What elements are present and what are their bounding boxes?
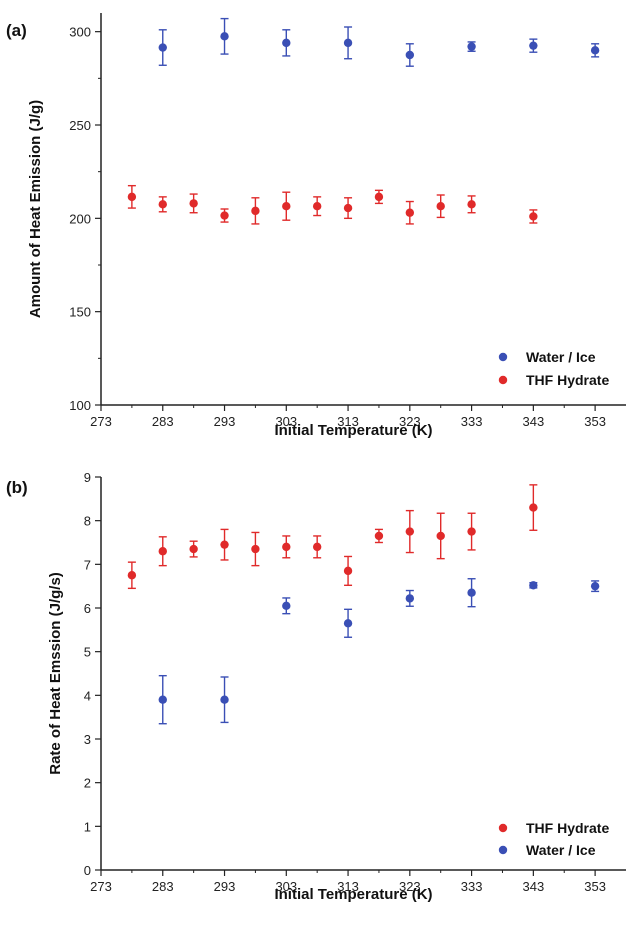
x-tick-label: 303 [275,414,297,429]
y-tick-label: 250 [69,118,91,133]
x-tick-label: 273 [90,879,112,894]
x-tick-label: 313 [337,414,359,429]
series-water-ice [158,17,600,67]
panel-b-heat-rate-chart: 273 283 293 303 313 323 333 343 353 0 1 2 3 4 5 6 7 8 9 Ini… [6,470,626,903]
data-point [467,200,476,209]
y-tick-label: 7 [84,557,91,572]
x-tick-label: 323 [399,414,421,429]
data-point [529,41,538,50]
y-tick-label: 5 [84,645,91,660]
x-tick-label: 273 [90,414,112,429]
x-tick-label: 353 [584,879,606,894]
data-point [251,544,260,554]
y-tick-label: 300 [69,25,91,40]
data-point [282,38,291,48]
legend-marker [498,352,508,362]
data-point [282,601,291,611]
legend-label: Water / Ice [526,842,596,858]
data-point [436,531,445,541]
data-point [529,581,538,590]
legend-label: THF Hydrate [526,372,609,388]
y-axis-title: Amount of Heat Emission (J/g) [27,100,44,318]
x-tick-label: 343 [523,879,545,894]
x-tick-label: 333 [461,879,483,894]
data-point [405,50,415,60]
data-point [343,203,353,213]
data-point [189,199,198,208]
data-point [220,211,229,220]
data-point [220,540,229,549]
y-tick-label: 1 [84,819,91,834]
data-point [590,46,600,55]
y-tick-label: 100 [69,398,91,413]
legend-label: Water / Ice [526,349,596,365]
series-thf-hydrate [127,484,538,590]
data-point [158,547,167,556]
legend-marker [498,823,508,833]
data-point [251,206,260,216]
data-point [529,212,538,221]
data-point [158,695,167,704]
data-point [127,192,137,202]
data-point [405,208,415,217]
data-point [282,202,291,211]
data-point [312,542,322,552]
data-point [189,544,198,554]
data-point [220,695,229,704]
data-point [312,202,322,211]
y-tick-label: 4 [84,688,91,703]
y-tick-label: 200 [69,211,91,226]
data-point [467,588,476,597]
data-point [127,571,137,580]
data-point [405,527,415,536]
data-point [158,43,167,52]
data-point [529,503,538,512]
x-axis-title: Initial Temperature (K) [274,886,432,903]
data-point [343,38,353,48]
x-tick-label: 333 [461,414,483,429]
y-tick-label: 3 [84,732,91,747]
y-tick-label: 9 [84,470,91,485]
data-point [343,619,353,628]
x-tick-label: 293 [214,879,236,894]
data-point [374,531,384,541]
data-point [343,566,353,576]
data-point [590,581,600,591]
legend-marker [498,845,508,855]
panel-a-heat-amount-chart: 273 283 293 303 313 323 333 343 353 100 150 200 250 3… [6,13,626,439]
y-tick-label: 150 [69,305,91,320]
data-point [467,527,476,536]
panel-label: (a) [6,21,27,40]
y-tick-label: 2 [84,776,91,791]
y-tick-label: 8 [84,514,91,529]
data-point [467,42,476,51]
data-point [374,192,384,202]
x-axis-title: Initial Temperature (K) [274,422,432,439]
series-thf-hydrate [127,184,538,225]
x-tick-label: 313 [337,879,359,894]
y-tick-label: 6 [84,601,91,616]
x-tick-label: 283 [152,414,174,429]
x-tick-label: 323 [399,879,421,894]
x-tick-label: 283 [152,879,174,894]
series-water-ice [158,578,600,725]
legend-label: THF Hydrate [526,820,609,836]
x-tick-label: 293 [214,414,236,429]
x-tick-label: 303 [275,879,297,894]
data-point [282,542,291,552]
panel-label: (b) [6,478,28,497]
data-point [436,202,445,211]
x-tick-label: 353 [584,414,606,429]
data-point [158,200,167,209]
data-point [220,32,229,41]
data-point [405,594,415,603]
y-axis-title: Rate of Heat Emssion (J/g/s) [47,572,64,775]
y-tick-label: 0 [84,863,91,878]
x-tick-label: 343 [523,414,545,429]
legend-marker [498,375,508,385]
